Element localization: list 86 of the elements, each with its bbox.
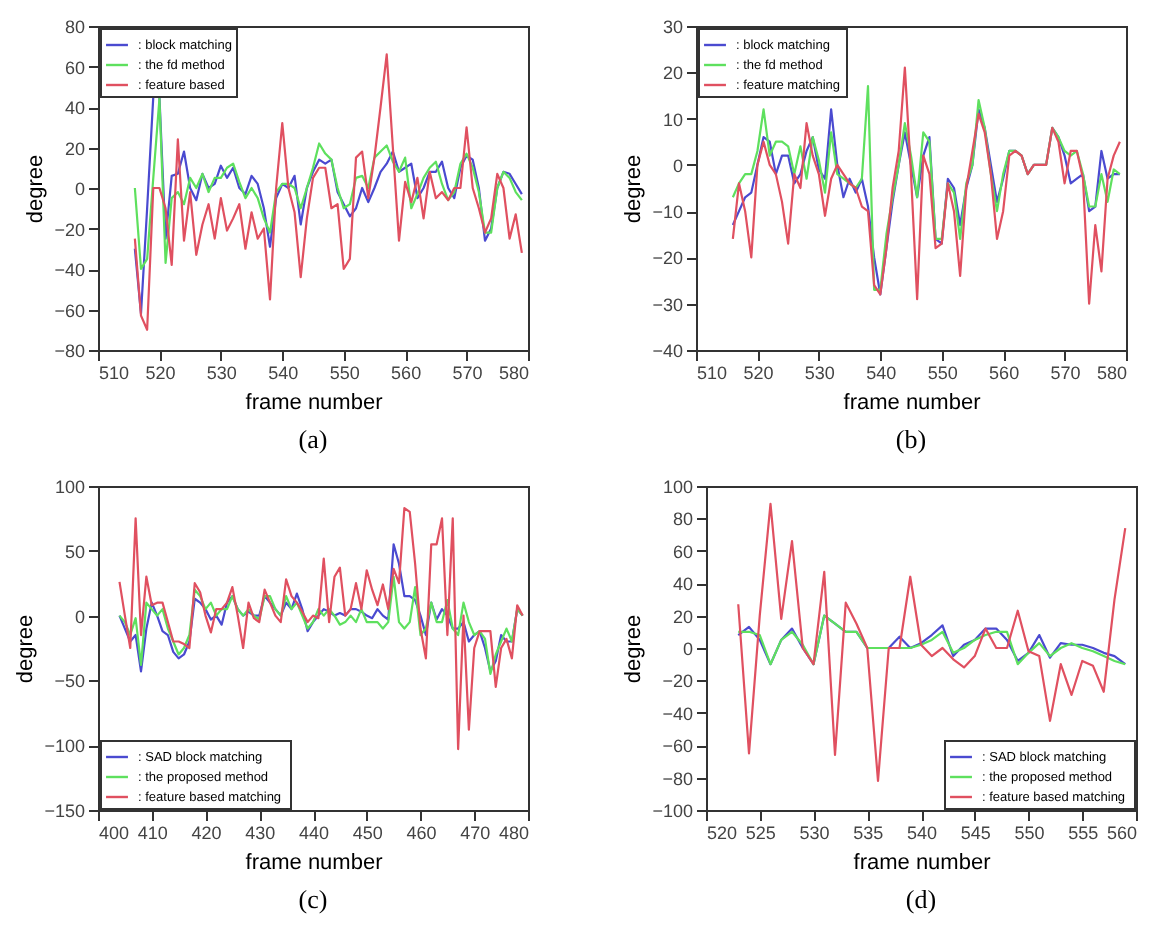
x-tick-label: 550 (1014, 823, 1045, 843)
x-tick-label: 520 (743, 363, 774, 383)
y-tick-label: 80 (64, 17, 85, 37)
y-axis-title: degree (24, 154, 49, 224)
x-tick-label: 450 (352, 823, 383, 843)
x-tick-label: 535 (853, 823, 884, 843)
line-series (737, 502, 1127, 782)
line-series (118, 575, 524, 676)
x-tick-label: 400 (99, 823, 130, 843)
y-axis-title: degree (14, 614, 39, 684)
x-tick-label: 530 (799, 823, 830, 843)
x-tick-label: 530 (206, 363, 237, 383)
y-tick-label: −150 (44, 801, 85, 821)
y-tick-label: −100 (44, 736, 85, 757)
line-series (133, 53, 523, 331)
x-tick-label: 520 (145, 363, 176, 383)
x-tick-label: 570 (1050, 363, 1081, 383)
y-tick-label: −40 (54, 260, 85, 280)
text: (c) (298, 884, 328, 914)
y-tick-label: 30 (662, 17, 683, 37)
x-tick-label: 540 (268, 363, 299, 383)
y-tick-label: −20 (652, 248, 683, 269)
y-tick-label: 60 (64, 57, 85, 78)
x-tick-label: 410 (137, 823, 168, 843)
x-tick-label: 530 (804, 363, 835, 383)
y-tick-label: −20 (662, 671, 693, 692)
x-tick-label: 440 (298, 823, 330, 843)
x-tick-label: 560 (1106, 823, 1137, 843)
line-series (737, 614, 1127, 666)
y-axis-title: degree (622, 154, 647, 224)
y-tick-label: 20 (672, 606, 693, 627)
x-tick-label: 560 (391, 363, 422, 383)
x-tick-label: 420 (191, 823, 222, 843)
x-tick-label: 510 (697, 363, 728, 383)
y-tick-label: 100 (54, 477, 85, 497)
y-tick-label: 80 (672, 509, 693, 530)
y-tick-label: 40 (672, 574, 693, 595)
x-tick-label: 480 (498, 823, 529, 843)
x-tick-label: 520 (707, 823, 738, 843)
x-tick-label: 555 (1068, 823, 1099, 843)
y-tick-label: −80 (662, 768, 693, 789)
y-tick-label: −20 (54, 219, 85, 240)
y-tick-label: 0 (682, 639, 693, 659)
x-tick-label: 460 (406, 823, 437, 843)
y-tick-label: −40 (662, 703, 693, 724)
text: (b) (895, 424, 927, 454)
x-tick-label: 560 (989, 363, 1020, 383)
x-tick-label: 580 (498, 363, 529, 383)
x-tick-label: 580 (1096, 363, 1127, 383)
x-axis-title: frame number (853, 851, 992, 875)
y-tick-label: 100 (662, 477, 693, 497)
y-tick-label: −10 (652, 202, 683, 223)
y-tick-label: 60 (672, 541, 693, 562)
x-axis-title: frame number (245, 851, 384, 875)
x-tick-label: 470 (460, 823, 491, 843)
x-tick-label: 540 (906, 823, 938, 843)
y-tick-label: 0 (74, 179, 85, 199)
x-tick-label: 510 (99, 363, 130, 383)
x-tick-label: 545 (960, 823, 991, 843)
line-series (133, 97, 523, 271)
x-tick-label: 550 (329, 363, 360, 383)
x-axis-title: frame number (245, 391, 384, 415)
y-tick-label: 20 (662, 63, 683, 84)
line-series (118, 506, 524, 751)
y-tick-label: 20 (64, 138, 85, 159)
y-axis-title: degree (622, 614, 647, 684)
x-axis-title: frame number (843, 391, 982, 415)
x-tick-label: 430 (245, 823, 276, 843)
y-tick-label: 0 (74, 606, 85, 627)
x-tick-label: 550 (927, 363, 958, 383)
x-tick-label: 570 (452, 363, 483, 383)
y-tick-label: −100 (652, 801, 693, 821)
y-tick-label: 0 (672, 155, 683, 176)
y-tick-label: −60 (662, 736, 693, 757)
y-tick-label: −80 (54, 341, 85, 361)
y-tick-label: −30 (652, 294, 683, 315)
y-tick-label: 10 (662, 109, 683, 130)
y-tick-label: 50 (64, 541, 85, 562)
x-tick-label: 540 (866, 363, 897, 383)
y-tick-label: 40 (64, 98, 85, 118)
y-tick-label: −40 (652, 341, 683, 361)
y-tick-label: −50 (54, 671, 85, 692)
text: (d) (905, 884, 937, 914)
y-tick-label: −60 (54, 300, 85, 321)
x-tick-label: 525 (745, 823, 776, 843)
text: (a) (298, 424, 328, 454)
